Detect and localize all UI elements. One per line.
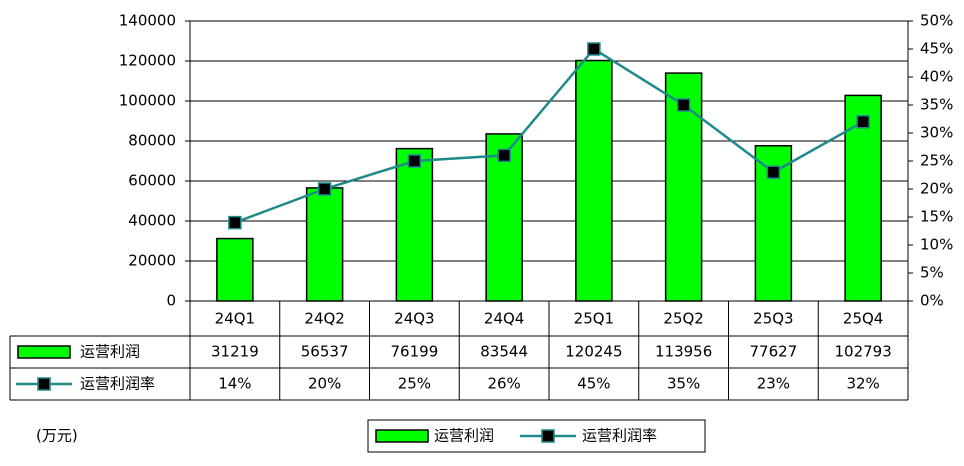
legend-box — [367, 419, 706, 453]
legend-swatch — [541, 429, 555, 443]
y-tick-label: 100000 — [119, 92, 176, 110]
table-value: 77627 — [750, 343, 798, 361]
y-tick-label: 60000 — [128, 172, 176, 190]
line-marker — [228, 215, 242, 230]
line — [234, 47, 864, 224]
table-value: 45% — [577, 375, 610, 393]
line-marker — [766, 165, 781, 179]
table-value: 20% — [308, 375, 341, 393]
bar — [216, 237, 254, 302]
legend-label: 运营利润率 — [582, 427, 657, 445]
bar — [305, 187, 344, 302]
table-row-label: 运营利润率 — [80, 375, 155, 393]
y2-tick-label: 15% — [920, 208, 953, 226]
legend-label: 运营利润 — [434, 427, 494, 445]
y2-tick-label: 50% — [920, 12, 953, 30]
y2-tick-label: 35% — [920, 96, 953, 114]
y-tick-label: 120000 — [119, 52, 176, 70]
legend-swatch — [37, 377, 51, 391]
y2-tick-label: 10% — [920, 236, 953, 254]
x-tick-label: 24Q4 — [484, 310, 524, 328]
unit-note: (万元) — [36, 427, 78, 445]
line-marker — [676, 98, 691, 112]
table-row-label: 运营利润 — [80, 343, 140, 361]
legend-swatch — [17, 345, 71, 359]
y2-tick-label: 25% — [920, 152, 953, 170]
x-tick-label: 24Q2 — [304, 310, 344, 328]
line-marker — [497, 148, 511, 163]
legend-swatch — [375, 429, 429, 443]
table-value: 26% — [487, 375, 520, 393]
y-tick-label: 80000 — [128, 132, 176, 150]
table-value: 32% — [846, 375, 879, 393]
table-value: 31219 — [211, 343, 259, 361]
x-tick-label: 25Q1 — [574, 310, 614, 328]
line-marker — [587, 42, 601, 56]
line-marker — [856, 115, 870, 129]
y2-tick-label: 40% — [920, 68, 953, 86]
line-marker — [317, 182, 332, 196]
x-tick-label: 24Q3 — [394, 310, 434, 328]
table-value: 25% — [398, 375, 431, 393]
x-tick-label: 25Q2 — [663, 310, 703, 328]
x-tick-label: 25Q4 — [843, 310, 883, 328]
y2-tick-label: 30% — [920, 124, 953, 142]
table-value: 56537 — [301, 343, 349, 361]
table-value: 120245 — [565, 343, 622, 361]
y-tick-label: 140000 — [119, 12, 176, 30]
table-value: 113956 — [655, 343, 712, 361]
y-tick-label: 0 — [166, 292, 176, 310]
table-value: 76199 — [391, 343, 439, 361]
y-tick-label: 20000 — [128, 252, 176, 270]
bar — [575, 59, 613, 302]
y-tick-label: 40000 — [128, 212, 176, 230]
table-value: 102793 — [834, 343, 891, 361]
table-value: 35% — [667, 375, 700, 393]
table-value: 83544 — [480, 343, 528, 361]
y2-tick-label: 45% — [920, 40, 953, 58]
table-value: 23% — [757, 375, 790, 393]
table-value: 14% — [218, 375, 251, 393]
plot-frame — [189, 20, 909, 302]
y2-tick-label: 0% — [920, 292, 944, 310]
line-marker — [407, 154, 422, 168]
x-tick-label: 25Q3 — [753, 310, 793, 328]
y2-tick-label: 20% — [920, 180, 953, 198]
bar — [395, 147, 434, 302]
y2-tick-label: 5% — [920, 264, 944, 282]
x-tick-label: 24Q1 — [215, 310, 255, 328]
